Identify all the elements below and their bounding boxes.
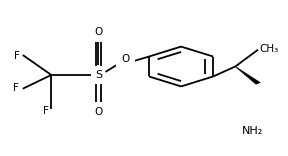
Polygon shape bbox=[235, 66, 260, 84]
Text: O: O bbox=[121, 54, 130, 64]
Text: S: S bbox=[95, 70, 102, 80]
Text: F: F bbox=[43, 106, 49, 116]
Text: CH₃: CH₃ bbox=[259, 44, 279, 54]
Text: F: F bbox=[14, 51, 20, 61]
Text: O: O bbox=[94, 107, 103, 117]
Text: NH₂: NH₂ bbox=[242, 126, 263, 136]
Text: F: F bbox=[13, 83, 19, 93]
Text: O: O bbox=[94, 27, 103, 37]
